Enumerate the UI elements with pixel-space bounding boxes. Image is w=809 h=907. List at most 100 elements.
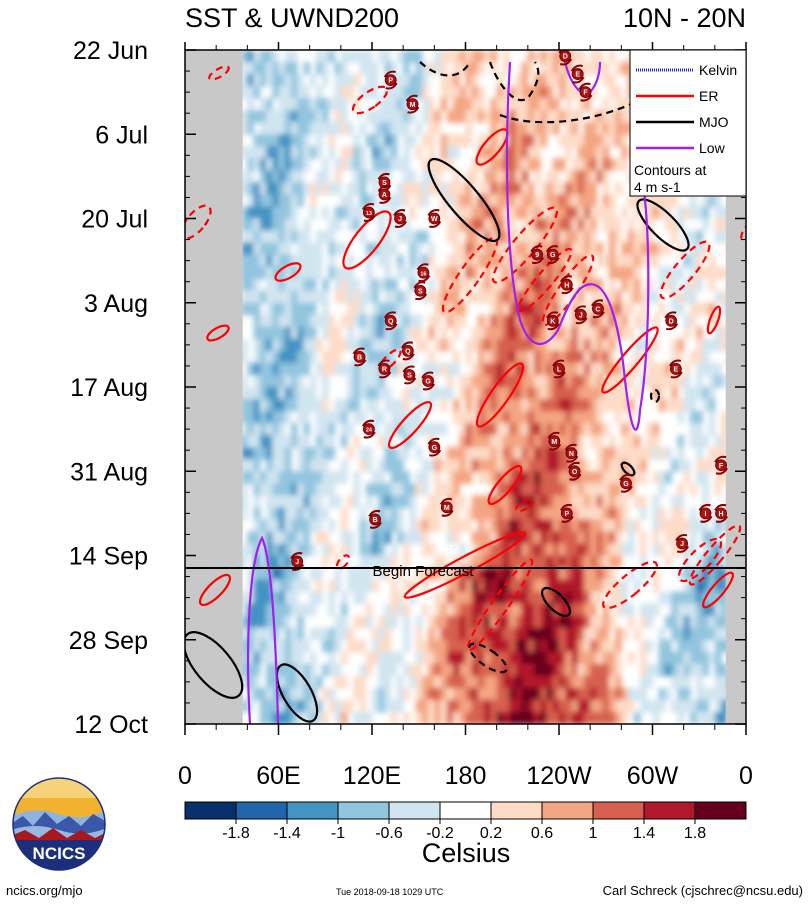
sst-cell — [509, 158, 516, 171]
sst-cell — [303, 86, 310, 99]
sst-cell — [322, 664, 329, 677]
sst-cell — [490, 447, 497, 460]
y-tick-label: 12 Oct — [74, 711, 148, 739]
sst-cell — [291, 507, 298, 520]
sst-cell — [615, 676, 622, 689]
sst-cell — [484, 351, 491, 364]
sst-cell — [422, 170, 429, 183]
sst-cell — [534, 50, 541, 63]
sst-cell — [634, 387, 641, 400]
sst-cell — [466, 664, 473, 677]
sst-cell — [347, 544, 354, 557]
sst-cell — [328, 544, 335, 557]
sst-cell — [528, 519, 535, 532]
sst-cell — [322, 315, 329, 328]
sst-cell — [466, 507, 473, 520]
x-tick-label: 120W — [526, 762, 592, 790]
sst-cell — [509, 700, 516, 713]
sst-cell — [702, 640, 709, 653]
sst-cell — [671, 303, 678, 316]
sst-cell — [478, 592, 485, 605]
sst-cell — [409, 243, 416, 256]
sst-cell — [484, 279, 491, 292]
sst-cell — [397, 604, 404, 617]
sst-cell — [378, 303, 385, 316]
sst-cell — [279, 74, 286, 87]
sst-cell — [409, 531, 416, 544]
sst-cell — [522, 604, 529, 617]
sst-cell — [316, 243, 323, 256]
sst-cell — [272, 62, 279, 75]
sst-cell — [628, 255, 635, 268]
storm-label: O — [572, 469, 578, 476]
sst-cell — [559, 339, 566, 352]
sst-cell — [515, 652, 522, 665]
sst-cell — [416, 146, 423, 159]
sst-cell — [677, 652, 684, 665]
sst-cell — [528, 616, 535, 629]
sst-cell — [478, 435, 485, 448]
sst-cell — [547, 50, 554, 63]
sst-cell — [328, 664, 335, 677]
sst-cell — [453, 471, 460, 484]
sst-cell — [503, 411, 510, 424]
sst-cell — [291, 628, 298, 641]
sst-cell — [272, 231, 279, 244]
sst-cell — [497, 688, 504, 701]
sst-cell — [285, 544, 292, 557]
sst-cell — [677, 616, 684, 629]
sst-cell — [621, 423, 628, 436]
sst-cell — [522, 423, 529, 436]
sst-cell — [565, 363, 572, 376]
sst-cell — [596, 50, 603, 63]
sst-cell — [609, 207, 616, 220]
sst-cell — [497, 507, 504, 520]
sst-cell — [615, 110, 622, 123]
sst-cell — [434, 592, 441, 605]
sst-cell — [690, 628, 697, 641]
sst-cell — [279, 158, 286, 171]
sst-cell — [522, 375, 529, 388]
sst-cell — [391, 471, 398, 484]
sst-cell — [659, 303, 666, 316]
sst-cell — [428, 640, 435, 653]
sst-cell — [590, 399, 597, 412]
sst-cell — [372, 483, 379, 496]
sst-cell — [422, 399, 429, 412]
sst-cell — [509, 616, 516, 629]
footer-url[interactable]: ncics.org/mjo — [6, 883, 83, 898]
sst-cell — [403, 423, 410, 436]
sst-cell — [310, 339, 317, 352]
sst-cell — [497, 267, 504, 280]
sst-cell — [540, 182, 547, 195]
sst-cell — [553, 676, 560, 689]
sst-cell — [621, 519, 628, 532]
sst-cell — [347, 531, 354, 544]
sst-cell — [522, 483, 529, 496]
sst-cell — [291, 303, 298, 316]
sst-cell — [328, 628, 335, 641]
sst-cell — [603, 688, 610, 701]
sst-cell — [665, 279, 672, 292]
sst-cell — [615, 158, 622, 171]
sst-cell — [596, 592, 603, 605]
sst-cell — [428, 459, 435, 472]
sst-cell — [547, 98, 554, 111]
sst-cell — [534, 640, 541, 653]
sst-cell — [659, 507, 666, 520]
sst-cell — [702, 219, 709, 232]
sst-cell — [341, 86, 348, 99]
sst-cell — [247, 447, 254, 460]
sst-cell — [391, 580, 398, 593]
sst-cell — [422, 544, 429, 557]
storm-label: B — [357, 355, 362, 362]
sst-cell — [565, 664, 572, 677]
sst-cell — [603, 628, 610, 641]
sst-cell — [578, 447, 585, 460]
sst-cell — [385, 507, 392, 520]
sst-cell — [547, 363, 554, 376]
sst-cell — [260, 640, 267, 653]
sst-cell — [702, 628, 709, 641]
sst-cell — [534, 507, 541, 520]
sst-cell — [409, 170, 416, 183]
